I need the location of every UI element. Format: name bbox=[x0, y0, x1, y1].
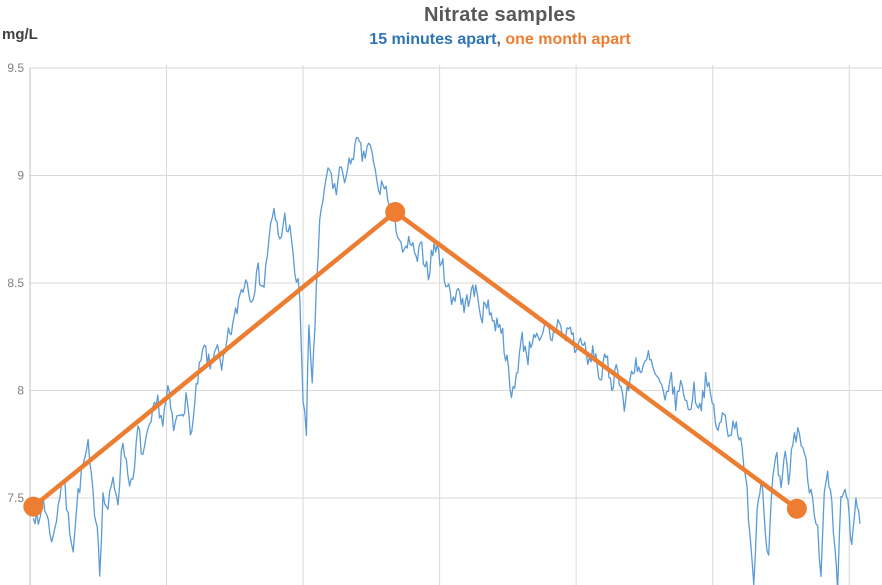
series-15min-line bbox=[32, 137, 861, 585]
y-axis-unit-label: mg/L bbox=[2, 26, 38, 43]
series-monthly-marker bbox=[786, 498, 807, 519]
chart-title: Nitrate samples bbox=[424, 4, 576, 26]
series-monthly-marker bbox=[23, 496, 44, 517]
series-monthly-line bbox=[31, 209, 800, 511]
series-monthly-marker bbox=[385, 202, 406, 222]
legend-series-15min: 15 minutes apart bbox=[369, 31, 497, 48]
y-tick-label: 8 bbox=[17, 384, 24, 398]
y-tick-label: 8.5 bbox=[7, 276, 24, 290]
legend-separator: , bbox=[496, 31, 506, 48]
legend-series-monthly: one month apart bbox=[505, 31, 631, 48]
y-tick-label: 9 bbox=[17, 169, 24, 183]
y-tick-label: 7.5 bbox=[7, 491, 24, 505]
chart-subtitle: 15 minutes apart, one month apart bbox=[60, 31, 882, 49]
y-tick-label: 9.5 bbox=[7, 61, 24, 75]
